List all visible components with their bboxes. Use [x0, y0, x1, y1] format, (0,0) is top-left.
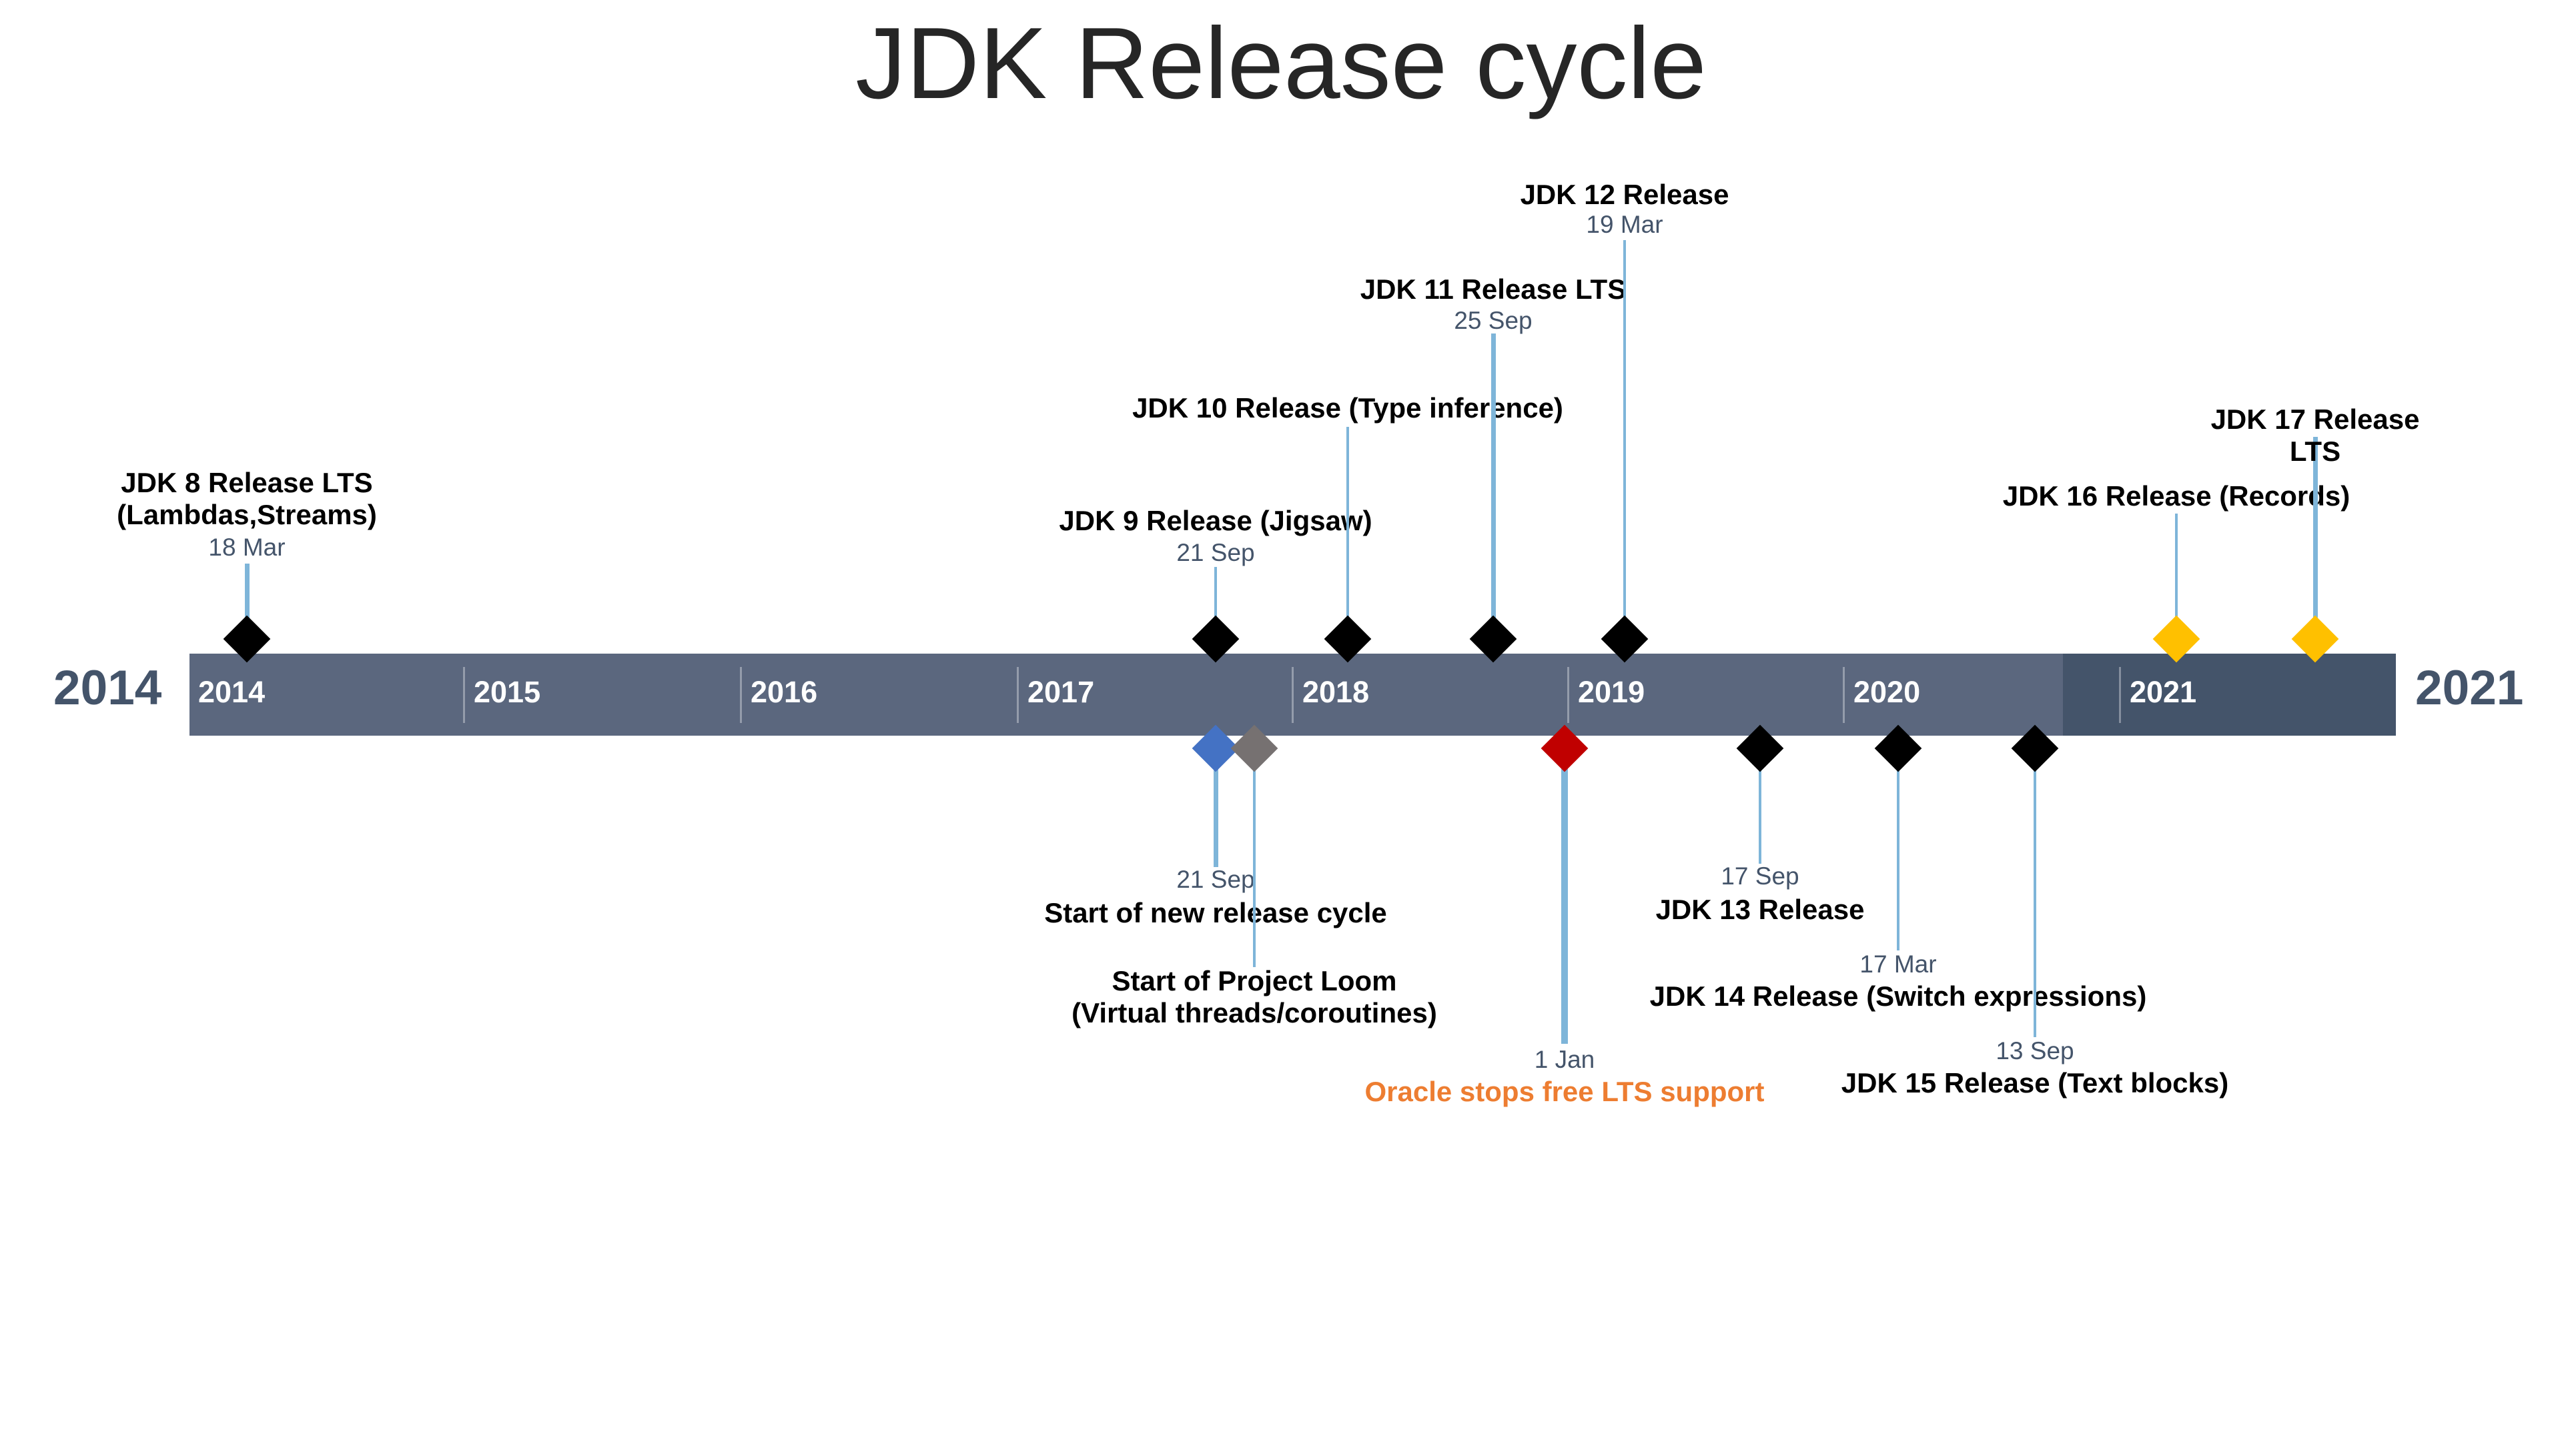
event-date: 1 Jan [1534, 1046, 1595, 1073]
event-stem [1253, 748, 1256, 967]
event-stem [1213, 748, 1218, 867]
event-title: JDK 9 Release (Jigsaw) [1059, 505, 1372, 536]
event-title: JDK 8 Release LTS (Lambdas,Streams) [117, 467, 377, 531]
timeline-bar [189, 654, 2396, 736]
event-stem [1490, 333, 1496, 639]
event-date: 17 Mar [1859, 950, 1937, 978]
event-date: 25 Sep [1454, 307, 1533, 334]
event-stem [1897, 748, 1899, 950]
event-title: JDK 14 Release (Switch expressions) [1649, 980, 2147, 1012]
event-title: Start of Project Loom (Virtual threads/c… [1072, 965, 1437, 1029]
event-stem [1561, 748, 1568, 1044]
event-date: 21 Sep [1176, 539, 1255, 566]
event-title: JDK 12 Release [1520, 179, 1729, 210]
year-tick [463, 667, 465, 723]
event-stem [1346, 427, 1349, 639]
timeline-bar-highlight [2063, 654, 2396, 736]
range-start-label: 2014 [53, 661, 162, 715]
event-stem [1214, 567, 1217, 639]
event-stem [2175, 514, 2178, 639]
year-label: 2021 [2130, 675, 2197, 709]
year-label: 2015 [474, 675, 541, 709]
chart-title: JDK Release cycle [855, 7, 1707, 120]
event-title: JDK 16 Release (Records) [2002, 480, 2351, 512]
year-label: 2017 [1027, 675, 1095, 709]
event-stem [1759, 748, 1761, 864]
year-tick [1843, 667, 1845, 723]
event-stem [2034, 748, 2036, 1037]
event-title: JDK 10 Release (Type inference) [1132, 392, 1563, 424]
year-tick [2119, 667, 2121, 723]
year-label: 2014 [198, 675, 266, 709]
event-date: 13 Sep [1996, 1037, 2074, 1064]
event-date: 17 Sep [1721, 862, 1799, 890]
event-date: 18 Mar [208, 534, 286, 561]
event-title: JDK 17 Release LTS [2210, 404, 2420, 468]
event-date: 19 Mar [1586, 211, 1663, 238]
year-label: 2018 [1302, 675, 1370, 709]
event-stem [1623, 240, 1626, 639]
year-tick [1017, 667, 1019, 723]
event-stem [2312, 437, 2318, 639]
event-title: JDK 11 Release LTS [1360, 273, 1627, 305]
year-tick [740, 667, 742, 723]
year-label: 2019 [1578, 675, 1645, 709]
year-label: 2020 [1853, 675, 1921, 709]
event-title: JDK 15 Release (Text blocks) [1841, 1067, 2229, 1099]
year-tick [1292, 667, 1294, 723]
year-label: 2016 [751, 675, 818, 709]
event-stem [244, 564, 250, 639]
event-title: Oracle stops free LTS support [1364, 1076, 1765, 1107]
event-title: JDK 13 Release [1655, 894, 1865, 925]
event-date: 21 Sep [1176, 866, 1255, 893]
range-end-label: 2021 [2415, 661, 2524, 715]
event-title: Start of new release cycle [1044, 897, 1387, 928]
year-tick [1567, 667, 1569, 723]
